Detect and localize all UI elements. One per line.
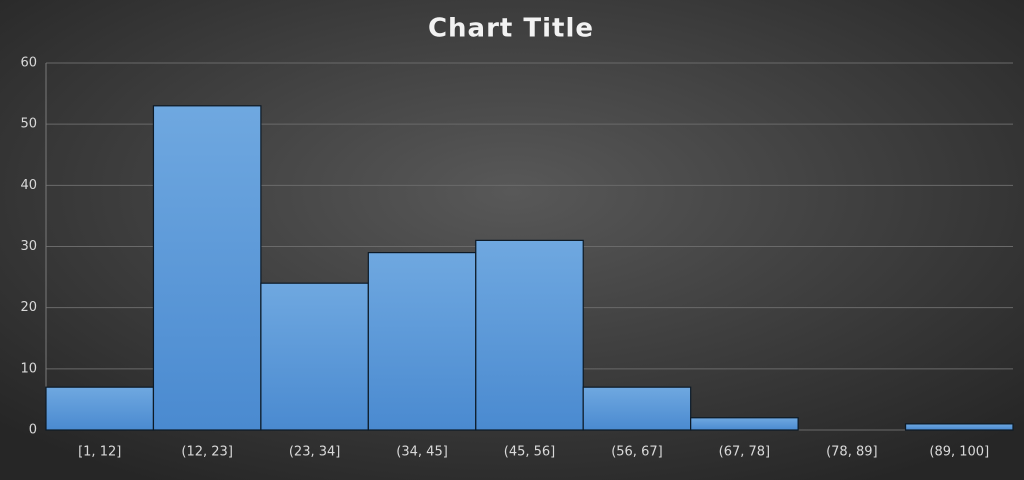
bar: [367, 252, 477, 431]
y-tick-label: 50: [20, 117, 37, 132]
bar: [582, 386, 692, 431]
y-tick-label: 30: [20, 239, 37, 254]
x-tick-label: (23, 34]: [289, 445, 341, 460]
x-tick-label: (34, 45]: [396, 445, 448, 460]
bar: [475, 239, 584, 431]
x-tick-label: (67, 78]: [719, 445, 771, 460]
y-tick-label: 60: [20, 56, 37, 71]
x-tick-label: (45, 56]: [504, 445, 556, 460]
y-tick-label: 40: [20, 178, 37, 193]
x-tick-label: (78, 89]: [826, 445, 878, 460]
bar: [45, 386, 155, 431]
x-tick-label: [1, 12]: [78, 445, 121, 460]
x-tick-label: (89, 100]: [929, 445, 989, 460]
bar: [152, 105, 262, 431]
y-tick-label: 0: [29, 423, 37, 438]
y-tick-label: 10: [20, 361, 37, 376]
bar: [690, 417, 799, 431]
x-tick-label: (12, 23]: [181, 445, 233, 460]
chart-title: Chart Title: [428, 14, 594, 44]
bar: [904, 423, 1014, 431]
bar: [260, 282, 369, 431]
y-tick-label: 20: [20, 300, 37, 315]
x-tick-label: (56, 67]: [611, 445, 663, 460]
